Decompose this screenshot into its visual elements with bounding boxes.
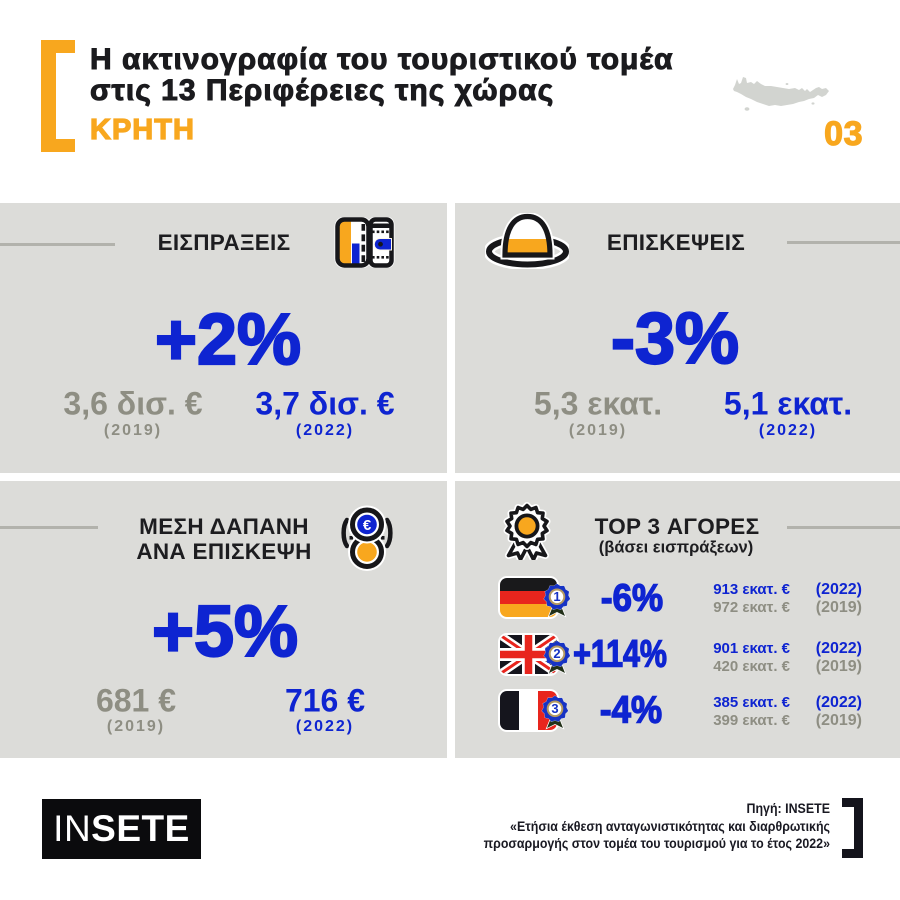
svg-text:3: 3 bbox=[551, 701, 558, 716]
svg-text:2: 2 bbox=[553, 646, 560, 661]
svg-text:1: 1 bbox=[553, 589, 560, 604]
svg-text:€: € bbox=[363, 517, 372, 534]
